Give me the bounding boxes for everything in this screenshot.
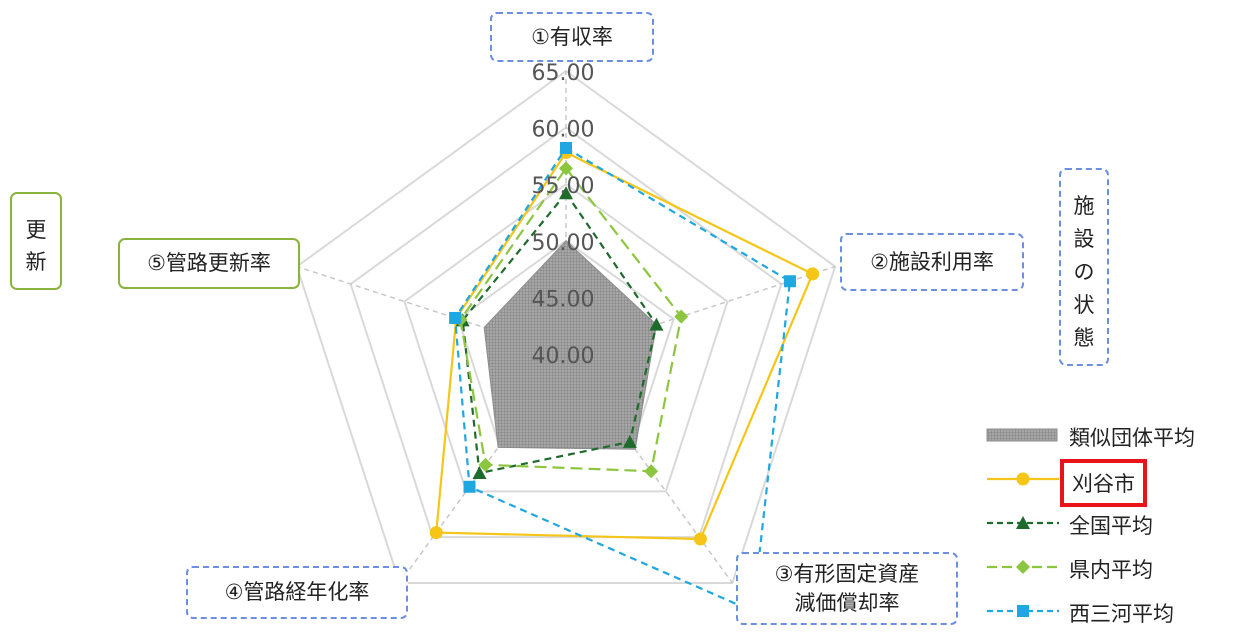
axis-label-3-line2: 減価償却率 xyxy=(794,590,900,615)
vertical-char: 施 xyxy=(1073,193,1095,218)
axis-label-4-text: ④管路経年化率 xyxy=(224,580,370,605)
data-point xyxy=(559,161,573,176)
data-point xyxy=(806,267,820,281)
data-point xyxy=(429,526,443,540)
data-point xyxy=(472,466,487,480)
vertical-char: 状 xyxy=(1073,292,1095,317)
tick-label: 55.00 xyxy=(532,174,595,199)
legend-swatch-area xyxy=(986,428,1058,442)
series-line xyxy=(435,151,814,541)
tick-label: 65.00 xyxy=(532,61,595,86)
legend-label: 全国平均 xyxy=(1069,514,1153,538)
tick-label: 45.00 xyxy=(532,287,595,312)
category-label-renewal: 更新 xyxy=(10,192,62,290)
series-line xyxy=(459,166,683,473)
data-point xyxy=(644,464,659,479)
axis-label-2-text: ②施設利用率 xyxy=(870,249,994,274)
vertical-char: 更 xyxy=(25,218,47,242)
legend-swatch xyxy=(987,605,1059,617)
legend-item: 県内平均 xyxy=(985,546,1230,590)
axis-label-2: ②施設利用率 xyxy=(840,233,1024,291)
axis-label-1-text: ①有収率 xyxy=(531,24,613,49)
legend-swatch xyxy=(987,516,1059,529)
data-point xyxy=(1016,472,1030,486)
axis-label-5-text: ⑤管路更新率 xyxy=(147,251,271,276)
data-point xyxy=(1016,516,1030,529)
data-point xyxy=(693,532,707,546)
data-point xyxy=(1016,560,1030,574)
legend-label: 類似団体平均 xyxy=(1069,426,1195,450)
legend-item: 刈谷市 xyxy=(985,458,1230,507)
series-line xyxy=(461,191,658,475)
data-point xyxy=(1017,605,1029,617)
axis-label-3: ③有形固定資産 減価償却率 xyxy=(736,552,958,625)
data-point xyxy=(649,317,664,331)
data-point xyxy=(783,275,796,288)
vertical-char: の xyxy=(1073,259,1095,284)
legend-item: 西三河平均 xyxy=(985,590,1230,634)
series-line xyxy=(453,146,792,613)
legend-item: 全国平均 xyxy=(985,502,1230,546)
vertical-char: 設 xyxy=(1073,226,1095,251)
tick-label: 60.00 xyxy=(532,118,595,143)
axis-label-1: ①有収率 xyxy=(490,12,654,62)
grid-ring xyxy=(295,69,837,584)
tick-label: 50.00 xyxy=(532,231,595,256)
tick-label: 40.00 xyxy=(532,344,595,369)
legend-swatch xyxy=(986,428,1058,442)
grid-ring xyxy=(349,126,783,539)
data-point xyxy=(674,309,689,324)
series-2 xyxy=(455,186,664,480)
data-point xyxy=(449,311,462,324)
series-0 xyxy=(483,240,657,450)
axis-label-4: ④管路経年化率 xyxy=(186,566,408,619)
series-area xyxy=(483,240,657,450)
legend-swatch xyxy=(987,560,1059,574)
data-point xyxy=(559,186,573,200)
category-label-facility-state: 施設の状態 xyxy=(1059,168,1109,366)
data-point xyxy=(622,434,637,448)
legend-swatch xyxy=(987,472,1059,486)
axis-label-3-line1: ③有形固定資産 xyxy=(774,562,920,587)
vertical-char: 態 xyxy=(1073,325,1095,350)
legend-label: 西三河平均 xyxy=(1069,602,1174,626)
legend-label: 県内平均 xyxy=(1069,558,1153,582)
legend-label: 刈谷市 xyxy=(1060,459,1147,507)
vertical-char: 新 xyxy=(25,250,47,274)
legend-item: 類似団体平均 xyxy=(985,414,1230,458)
data-point xyxy=(560,141,572,154)
axis-label-5: ⑤管路更新率 xyxy=(118,238,300,289)
data-point xyxy=(478,457,493,472)
data-point xyxy=(463,480,476,493)
grid-ring xyxy=(403,182,729,493)
